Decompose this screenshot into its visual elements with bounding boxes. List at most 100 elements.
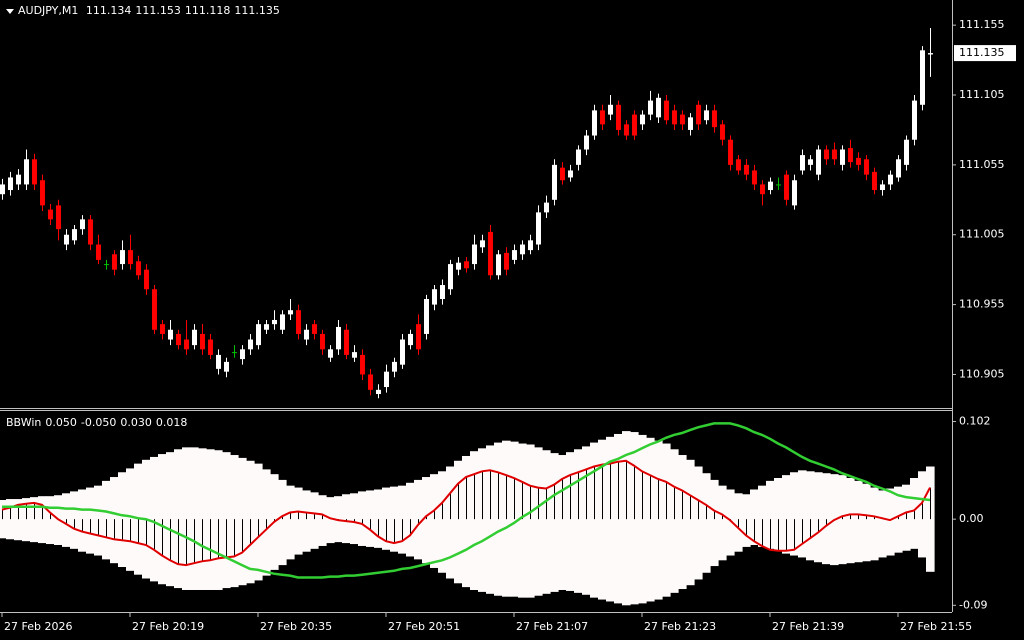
candle-body	[232, 352, 237, 354]
band-strip	[470, 451, 479, 590]
candle-body	[472, 244, 477, 265]
band-strip	[358, 491, 367, 546]
candle-body	[864, 159, 869, 175]
candle-body	[504, 252, 509, 270]
candle-body	[840, 149, 845, 165]
candle-body	[360, 354, 365, 375]
readout: 0.018	[155, 416, 188, 429]
band-strip	[286, 485, 295, 560]
candle-body	[792, 180, 797, 206]
band-strip	[350, 493, 359, 545]
band-strip	[366, 490, 375, 547]
band-strip	[726, 489, 735, 556]
band-strip	[822, 473, 831, 565]
candle-body	[656, 97, 661, 118]
candle-body	[96, 244, 101, 260]
candle-body	[168, 329, 173, 340]
band-strip	[486, 445, 495, 594]
x-tick-label: 27 Feb 20:35	[260, 620, 332, 633]
candle-body	[680, 114, 685, 125]
candle-body	[216, 354, 221, 369]
candle-body	[336, 326, 341, 350]
y-tick-label: 111.055	[959, 158, 1005, 171]
band-strip	[710, 479, 719, 567]
band-strip	[686, 459, 695, 586]
candle-body	[600, 110, 605, 125]
candle-body	[768, 181, 773, 191]
band-strip	[774, 478, 783, 551]
band-strip	[790, 472, 799, 556]
band-strip	[838, 475, 847, 565]
candle-body	[248, 339, 253, 350]
candle-body	[872, 171, 877, 191]
band-strip	[758, 485, 767, 547]
candle-body	[72, 229, 77, 241]
candle-body	[176, 333, 181, 346]
candle-body	[48, 209, 53, 220]
band-strip	[374, 489, 383, 548]
candle-body	[544, 202, 549, 213]
candle-body	[784, 174, 789, 200]
band-strip	[182, 447, 191, 590]
band-strip	[646, 437, 655, 602]
candle-body	[288, 310, 293, 315]
collapse-arrow[interactable]	[6, 9, 14, 14]
band-strip	[878, 490, 887, 558]
candle-body	[24, 159, 29, 185]
band-strip	[342, 494, 351, 544]
signal-line	[2, 422, 931, 579]
band-strip	[294, 487, 303, 555]
indicator-header: BBWin 0.050 -0.050 0.030 0.018	[6, 416, 191, 429]
candle-body	[376, 389, 381, 395]
candle-body	[328, 349, 333, 358]
candle-body	[528, 240, 533, 251]
y-tick-label: 111.005	[959, 228, 1005, 241]
x-tick-label: 27 Feb 21:23	[644, 620, 716, 633]
band-strip	[526, 444, 535, 598]
candle-body	[0, 184, 5, 195]
band-strip	[14, 499, 23, 541]
candle-body	[520, 244, 525, 255]
readout: 0.050	[45, 416, 77, 429]
y-tick-label: 110.955	[959, 298, 1005, 311]
candle-body	[80, 219, 85, 230]
x-tick-label: 27 Feb 20:51	[388, 620, 460, 633]
candle-body	[208, 339, 213, 355]
candle-body	[720, 124, 725, 140]
candle-body	[744, 164, 749, 175]
candle-body	[424, 299, 429, 334]
band-strip	[382, 487, 391, 550]
band-strip	[534, 447, 543, 596]
band-strip	[806, 471, 815, 561]
symbol-header: AUDJPY,M1 111.134 111.153 111.118 111.135	[18, 4, 284, 17]
candle-body	[912, 100, 917, 140]
candle-body	[200, 333, 205, 350]
band-strip	[870, 487, 879, 561]
band-strip	[518, 443, 527, 598]
candle-body	[488, 231, 493, 276]
candle-body	[880, 184, 885, 191]
band-strip	[590, 442, 599, 598]
band-strip	[318, 495, 327, 546]
band-strip	[278, 479, 287, 566]
band-strip	[798, 470, 807, 558]
candle-body	[712, 110, 717, 128]
candle-body	[568, 170, 573, 178]
candle-body	[816, 149, 821, 175]
candle-body	[136, 261, 141, 276]
candle-body	[240, 349, 245, 360]
symbol: AUDJPY,M1	[18, 4, 79, 17]
candle-body	[344, 329, 349, 355]
candle-body	[384, 371, 389, 388]
candle-body	[296, 310, 301, 334]
band-strip	[654, 440, 663, 600]
candle-body	[440, 285, 445, 300]
candle-body	[760, 184, 765, 195]
candle-body	[800, 155, 805, 171]
candle-body	[512, 250, 517, 260]
candle-body	[192, 329, 197, 346]
band-strip	[0, 500, 7, 539]
candle-body	[704, 110, 709, 121]
candle-body	[392, 361, 397, 372]
y-tick-label: 110.905	[959, 367, 1005, 380]
